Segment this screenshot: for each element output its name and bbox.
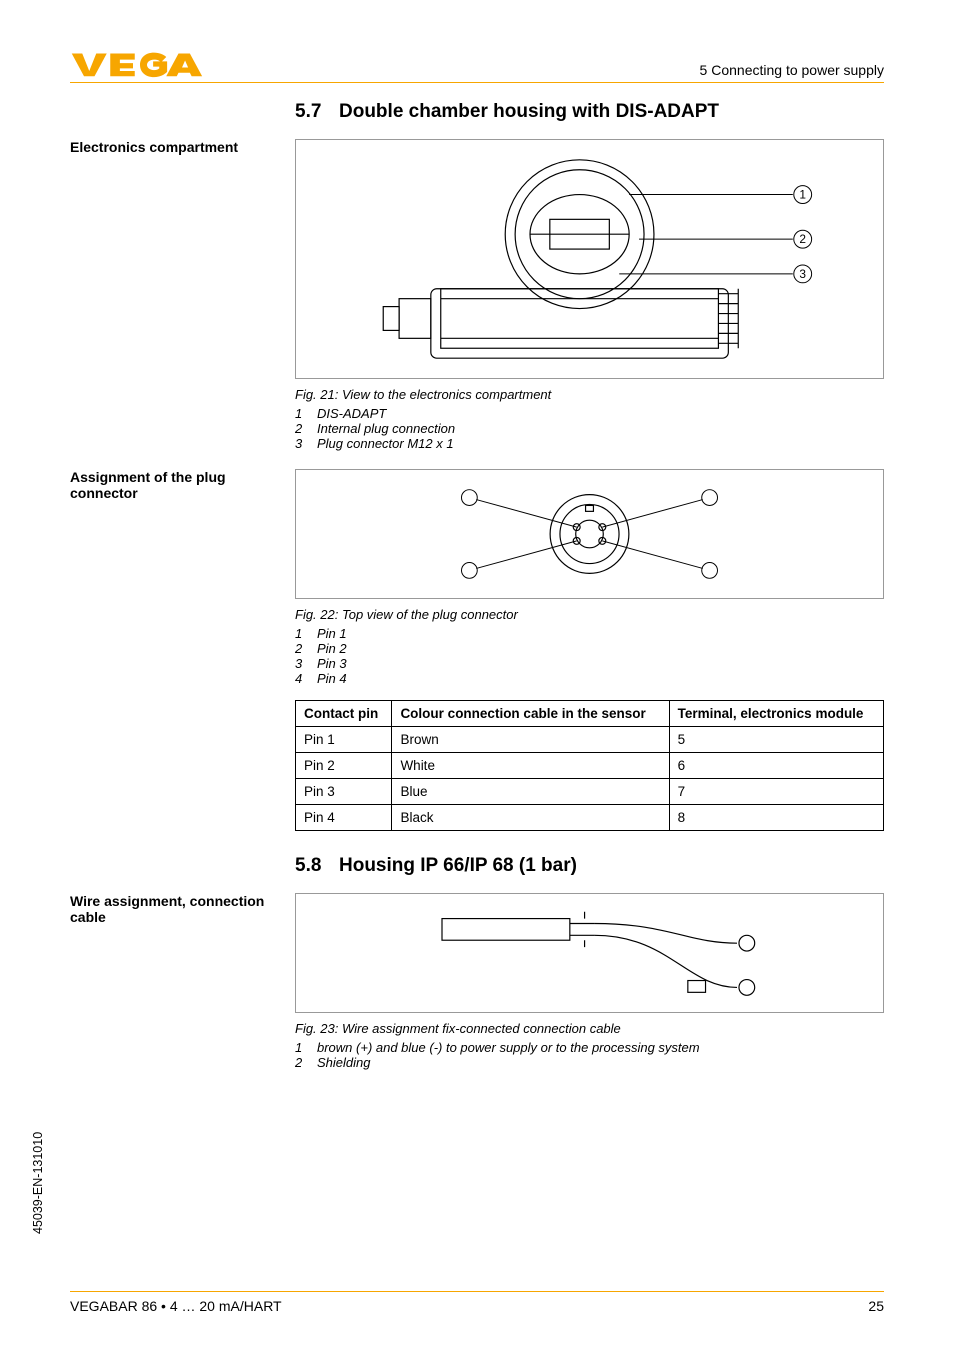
document-id-vertical: 45039-EN-131010: [31, 1132, 45, 1234]
figure-21-legend: 1DIS-ADAPT 2Internal plug connection 3Pl…: [295, 406, 884, 451]
page-footer: VEGABAR 86 • 4 … 20 mA/HART 25: [70, 1291, 884, 1314]
footer-product: VEGABAR 86 • 4 … 20 mA/HART: [70, 1298, 282, 1314]
figure-23: [295, 893, 884, 1013]
figure-21-caption: Fig. 21: View to the electronics compart…: [295, 387, 884, 402]
table-header-row: Contact pin Colour connection cable in t…: [296, 701, 884, 727]
section-5-8-heading: 5.8Housing IP 66/IP 68 (1 bar): [295, 855, 884, 877]
table-row: Pin 3Blue7: [296, 779, 884, 805]
figure-22: [295, 469, 884, 599]
figure-22-caption: Fig. 22: Top view of the plug connector: [295, 607, 884, 622]
figure-21: 1 2 3: [295, 139, 884, 379]
electronics-compartment-label: Electronics compartment: [70, 139, 295, 155]
table-row: Pin 2White6: [296, 753, 884, 779]
pin-assignment-table: Contact pin Colour connection cable in t…: [295, 700, 884, 831]
footer-page-number: 25: [868, 1298, 884, 1314]
table-row: Pin 1Brown5: [296, 727, 884, 753]
figure-23-legend: 1brown (+) and blue (-) to power supply …: [295, 1040, 884, 1070]
figure-23-caption: Fig. 23: Wire assignment fix-connected c…: [295, 1021, 884, 1036]
svg-text:1: 1: [799, 188, 806, 202]
table-row: Pin 4Black8: [296, 805, 884, 831]
svg-text:3: 3: [799, 267, 806, 281]
svg-text:2: 2: [799, 232, 806, 246]
section-5-7-heading: 5.7Double chamber housing with DIS-ADAPT: [295, 101, 884, 123]
plug-assignment-label: Assignment of the plug connector: [70, 469, 295, 501]
header-chapter-ref: 5 Connecting to power supply: [700, 62, 884, 78]
wire-assignment-label: Wire assignment, connection cable: [70, 893, 295, 925]
figure-22-legend: 1Pin 1 2Pin 2 3Pin 3 4Pin 4: [295, 626, 884, 686]
vega-logo: [70, 50, 210, 78]
page-header: 5 Connecting to power supply: [70, 50, 884, 83]
